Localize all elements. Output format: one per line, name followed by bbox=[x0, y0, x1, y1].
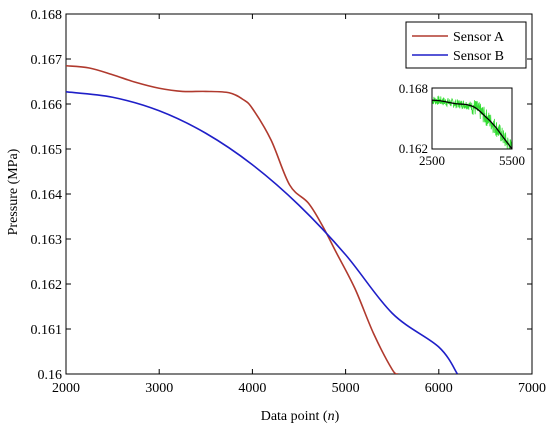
legend: Sensor A Sensor B bbox=[405, 21, 527, 69]
x-tick-label: 5000 bbox=[332, 381, 360, 396]
x-axis-title: Data point (n) bbox=[261, 409, 340, 424]
y-tick-label: 0.162 bbox=[31, 278, 63, 293]
y-tick-label: 0.168 bbox=[31, 8, 63, 23]
y-tick-label: 0.165 bbox=[31, 143, 63, 158]
x-tick-label: 4000 bbox=[238, 381, 266, 396]
y-tick-label: 0.167 bbox=[31, 53, 63, 68]
y-tick-label: 0.163 bbox=[31, 233, 63, 248]
y-tick-label: 0.16 bbox=[38, 368, 63, 383]
x-axis-title-var: n bbox=[328, 409, 335, 424]
plot-area: 2000 3000 4000 5000 6000 7000 0.16 0.161 0.162 0.… bbox=[31, 8, 547, 396]
inset-chart: 2500 5500 0.162 0.168 bbox=[399, 81, 525, 168]
y-tick-label: 0.161 bbox=[31, 323, 63, 338]
y-tick-label: 0.166 bbox=[31, 98, 63, 113]
legend-label: Sensor B bbox=[453, 49, 504, 64]
inset-frame bbox=[431, 87, 513, 150]
x-tick-label: 3000 bbox=[145, 381, 173, 396]
inset-raw-trace bbox=[432, 95, 512, 149]
x-tick-label: 2000 bbox=[52, 381, 80, 396]
x-axis-title-prefix: Data point ( bbox=[261, 409, 328, 424]
x-axis-title-suffix: ) bbox=[335, 409, 340, 424]
inset-background bbox=[432, 88, 512, 149]
legend-label: Sensor A bbox=[453, 30, 505, 45]
inset-x-tick-label: 2500 bbox=[419, 153, 445, 168]
inset-x-tick-label: 5500 bbox=[499, 153, 525, 168]
series-line-sensor-a bbox=[66, 64, 399, 374]
inset-y-tick-label: 0.162 bbox=[399, 141, 428, 156]
x-tick-label: 7000 bbox=[518, 381, 546, 396]
x-tick-label: 6000 bbox=[425, 381, 453, 396]
inset-y-tick-label: 0.168 bbox=[399, 81, 428, 96]
y-axis-title: Pressure (MPa) bbox=[6, 148, 21, 235]
y-tick-label: 0.164 bbox=[31, 188, 63, 203]
series-line-sensor-b bbox=[66, 91, 459, 374]
inset-fit-line bbox=[432, 99, 512, 149]
legend-box bbox=[405, 21, 527, 69]
